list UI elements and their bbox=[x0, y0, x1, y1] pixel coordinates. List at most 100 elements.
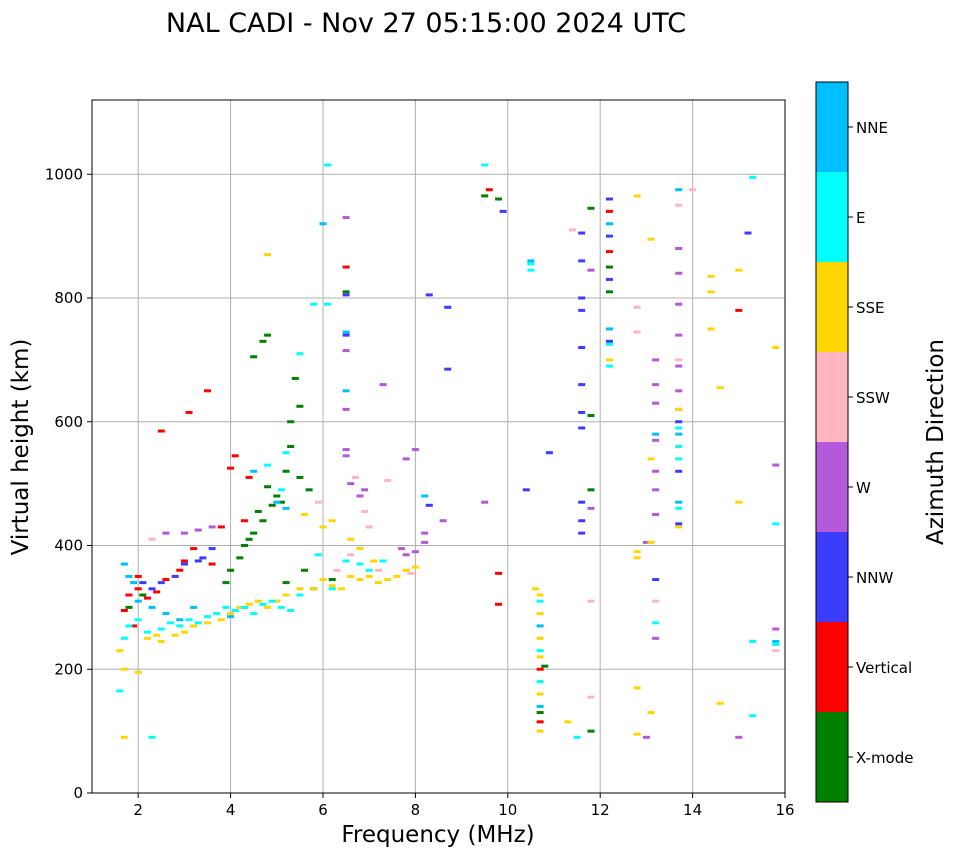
data-point-w bbox=[421, 531, 429, 535]
data-point-nnw bbox=[744, 231, 752, 235]
data-point-nnw bbox=[578, 231, 586, 235]
data-point-sse bbox=[536, 655, 544, 659]
data-point-sse bbox=[227, 612, 235, 616]
data-point-e bbox=[324, 163, 332, 167]
data-point-x-mode bbox=[236, 556, 244, 560]
y-tick-label: 0 bbox=[73, 784, 83, 802]
data-point-sse bbox=[707, 290, 715, 294]
data-point-e bbox=[194, 621, 202, 625]
data-point-nne bbox=[675, 188, 683, 192]
data-point-vertical bbox=[130, 624, 138, 628]
data-point-x-mode bbox=[301, 568, 309, 572]
data-point-sse bbox=[347, 574, 355, 578]
data-point-vertical bbox=[227, 466, 235, 470]
data-point-vertical bbox=[176, 568, 184, 572]
data-point-nnw bbox=[545, 451, 553, 455]
data-point-e bbox=[527, 262, 535, 266]
data-point-w bbox=[342, 448, 350, 452]
data-point-nne bbox=[675, 432, 683, 436]
data-point-nnw bbox=[652, 578, 660, 582]
data-point-sse bbox=[171, 633, 179, 637]
data-point-nnw bbox=[194, 559, 202, 563]
data-point-e bbox=[365, 568, 373, 572]
data-point-w bbox=[398, 547, 406, 551]
data-point-x-mode bbox=[287, 445, 295, 448]
data-point-e bbox=[749, 639, 757, 643]
data-point-sse bbox=[120, 667, 128, 671]
data-point-nne bbox=[652, 432, 660, 436]
data-point-sse bbox=[204, 621, 211, 625]
data-point-e bbox=[324, 302, 332, 306]
data-point-sse bbox=[264, 605, 272, 609]
data-point-vertical bbox=[495, 602, 503, 606]
data-point-sse bbox=[254, 599, 262, 603]
chart-title: NAL CADI - Nov 27 05:15:00 2024 UTC bbox=[166, 8, 686, 39]
data-point-nnw bbox=[578, 410, 586, 414]
data-point-w bbox=[361, 488, 369, 492]
data-point-sse bbox=[236, 605, 244, 609]
data-point-sse bbox=[536, 593, 544, 597]
data-point-e bbox=[772, 522, 780, 526]
data-point-vertical bbox=[134, 574, 142, 578]
x-tick-label: 16 bbox=[775, 801, 794, 819]
data-point-nnw bbox=[578, 308, 586, 312]
x-tick-label: 12 bbox=[591, 801, 610, 819]
data-point-nnw bbox=[208, 547, 216, 551]
colorbar-swatch-sse bbox=[816, 262, 848, 352]
data-point-nnw bbox=[605, 339, 613, 343]
data-point-sse bbox=[393, 574, 401, 578]
data-point-e bbox=[481, 163, 489, 167]
data-point-w bbox=[180, 531, 188, 535]
data-point-sse bbox=[347, 537, 355, 541]
x-tick-label: 14 bbox=[683, 801, 702, 819]
data-point-x-mode bbox=[245, 537, 253, 541]
data-point-e bbox=[176, 624, 184, 628]
grid-lines bbox=[92, 100, 786, 794]
data-point-e bbox=[652, 621, 660, 625]
colorbar-tick-label: SSW bbox=[856, 389, 890, 407]
data-point-x-mode bbox=[495, 197, 503, 201]
data-point-w bbox=[675, 271, 683, 275]
data-point-nne bbox=[227, 615, 235, 619]
data-point-ssw bbox=[772, 649, 780, 653]
data-point-sse bbox=[536, 729, 544, 733]
data-point-w bbox=[439, 519, 447, 523]
data-point-w bbox=[342, 407, 350, 411]
colorbar-tick-label: W bbox=[856, 479, 871, 497]
data-point-w bbox=[675, 364, 683, 368]
data-point-x-mode bbox=[605, 290, 613, 294]
data-point-sse bbox=[282, 593, 290, 597]
data-point-sse bbox=[402, 568, 410, 572]
data-point-nne bbox=[120, 562, 128, 566]
data-point-ssw bbox=[333, 568, 341, 572]
data-point-e bbox=[573, 735, 581, 739]
data-point-ssw bbox=[407, 571, 415, 575]
data-point-w bbox=[208, 525, 216, 529]
data-point-e bbox=[356, 562, 364, 566]
data-point-sse bbox=[411, 565, 419, 569]
data-point-e bbox=[536, 680, 544, 684]
data-point-x-mode bbox=[328, 578, 336, 582]
data-point-e bbox=[772, 643, 780, 646]
plot-area: 2 4 6 8 10 12 14 16 0 200 400 600 800 1000 bbox=[45, 99, 795, 819]
data-point-sse bbox=[633, 194, 641, 198]
data-point-sse bbox=[716, 701, 724, 705]
data-point-e bbox=[296, 593, 304, 597]
data-point-w bbox=[642, 735, 650, 739]
x-tick-label: 10 bbox=[498, 801, 517, 819]
data-point-sse bbox=[633, 732, 641, 736]
data-point-w bbox=[347, 482, 355, 486]
data-point-e bbox=[749, 175, 757, 179]
data-point-w bbox=[652, 383, 660, 387]
data-point-w bbox=[587, 506, 595, 510]
data-point-nne bbox=[190, 605, 198, 609]
data-point-e bbox=[310, 302, 318, 306]
colorbar-swatch-e bbox=[816, 172, 848, 262]
data-point-sse bbox=[143, 636, 151, 640]
data-point-w bbox=[652, 438, 660, 442]
data-point-vertical bbox=[495, 571, 503, 575]
colorbar-label: Azimuth Direction bbox=[923, 339, 949, 545]
data-point-e bbox=[277, 488, 285, 492]
data-point-sse bbox=[384, 578, 392, 582]
